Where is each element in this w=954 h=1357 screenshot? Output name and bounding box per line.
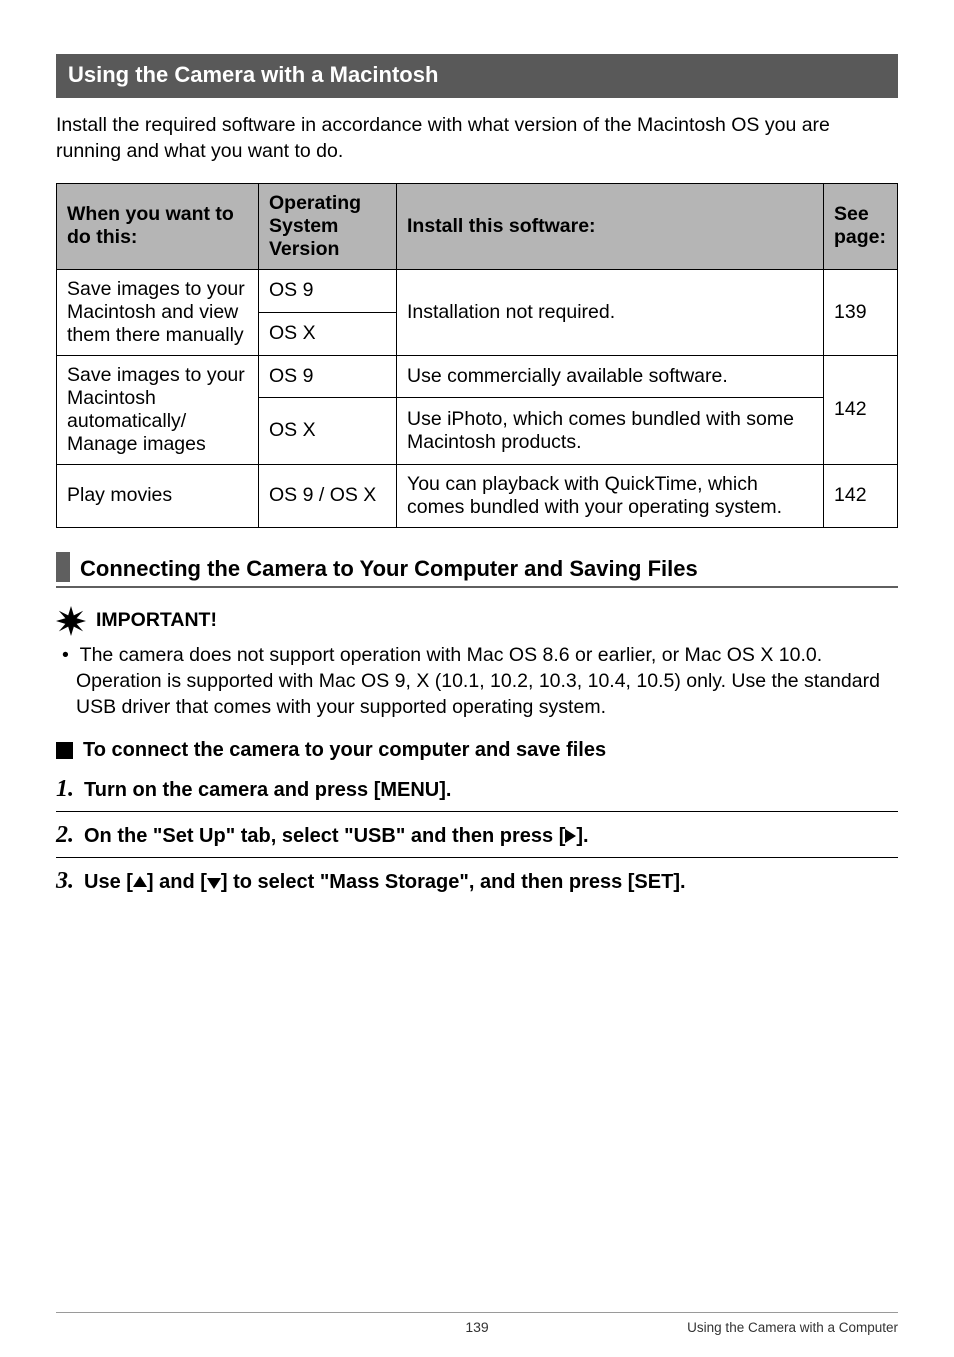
procedure-heading-text: To connect the camera to your computer a…	[83, 739, 606, 762]
td-install: Use iPhoto, which comes bundled with som…	[397, 397, 824, 464]
step-divider	[56, 857, 898, 858]
td-os: OS X	[259, 312, 397, 355]
th-task: When you want to do this:	[57, 183, 259, 269]
important-heading: IMPORTANT!	[56, 606, 898, 636]
td-install: You can playback with QuickTime, which c…	[397, 464, 824, 527]
subhead-text: Connecting the Camera to Your Computer a…	[80, 552, 698, 582]
td-install: Use commercially available software.	[397, 355, 824, 397]
footer-chapter: Using the Camera with a Computer	[617, 1320, 898, 1335]
table-header-row: When you want to do this: Operating Syst…	[57, 183, 898, 269]
td-page: 139	[824, 269, 898, 355]
page-footer: 139 Using the Camera with a Computer	[56, 1312, 898, 1335]
step-text: Turn on the camera and press [MENU].	[84, 779, 451, 802]
step-number: 2.	[56, 822, 74, 849]
step-divider	[56, 811, 898, 812]
td-task: Play movies	[57, 464, 259, 527]
important-label: IMPORTANT!	[96, 609, 217, 632]
table-row: Save images to your Macintosh and view t…	[57, 269, 898, 312]
td-os: OS 9	[259, 355, 397, 397]
important-bullet-text: The camera does not support operation wi…	[76, 644, 880, 719]
td-os: OS 9	[259, 269, 397, 312]
right-arrow-icon	[565, 829, 576, 843]
th-os: Operating System Version	[259, 183, 397, 269]
table-row: Play movies OS 9 / OS X You can playback…	[57, 464, 898, 527]
step-2: 2. On the "Set Up" tab, select "USB" and…	[56, 822, 898, 849]
step-1: 1. Turn on the camera and press [MENU].	[56, 776, 898, 803]
th-page: See page:	[824, 183, 898, 269]
down-arrow-icon	[207, 878, 221, 889]
software-table: When you want to do this: Operating Syst…	[56, 183, 898, 528]
td-task: Save images to your Macintosh automatica…	[57, 355, 259, 464]
th-install: Install this software:	[397, 183, 824, 269]
procedure-heading: To connect the camera to your computer a…	[56, 739, 898, 762]
step-text: On the "Set Up" tab, select "USB" and th…	[84, 825, 589, 848]
subsection-heading: Connecting the Camera to Your Computer a…	[56, 552, 898, 588]
up-arrow-icon	[133, 876, 147, 887]
step-3: 3. Use [] and [] to select "Mass Storage…	[56, 868, 898, 895]
td-task: Save images to your Macintosh and view t…	[57, 269, 259, 355]
step-number: 1.	[56, 776, 74, 803]
table-row: Save images to your Macintosh automatica…	[57, 355, 898, 397]
td-install: Installation not required.	[397, 269, 824, 355]
footer-page-number: 139	[337, 1319, 618, 1335]
section-title: Using the Camera with a Macintosh	[68, 62, 438, 87]
square-bullet-icon	[56, 742, 73, 759]
subhead-accent-bar	[56, 552, 70, 582]
td-page: 142	[824, 464, 898, 527]
td-os: OS X	[259, 397, 397, 464]
intro-paragraph: Install the required software in accorda…	[56, 112, 898, 165]
td-page: 142	[824, 355, 898, 464]
section-title-bar: Using the Camera with a Macintosh	[56, 54, 898, 98]
td-os: OS 9 / OS X	[259, 464, 397, 527]
step-text: Use [] and [] to select "Mass Storage", …	[84, 871, 686, 894]
important-bullet: • The camera does not support operation …	[56, 642, 898, 721]
burst-icon	[56, 606, 86, 636]
step-number: 3.	[56, 868, 74, 895]
